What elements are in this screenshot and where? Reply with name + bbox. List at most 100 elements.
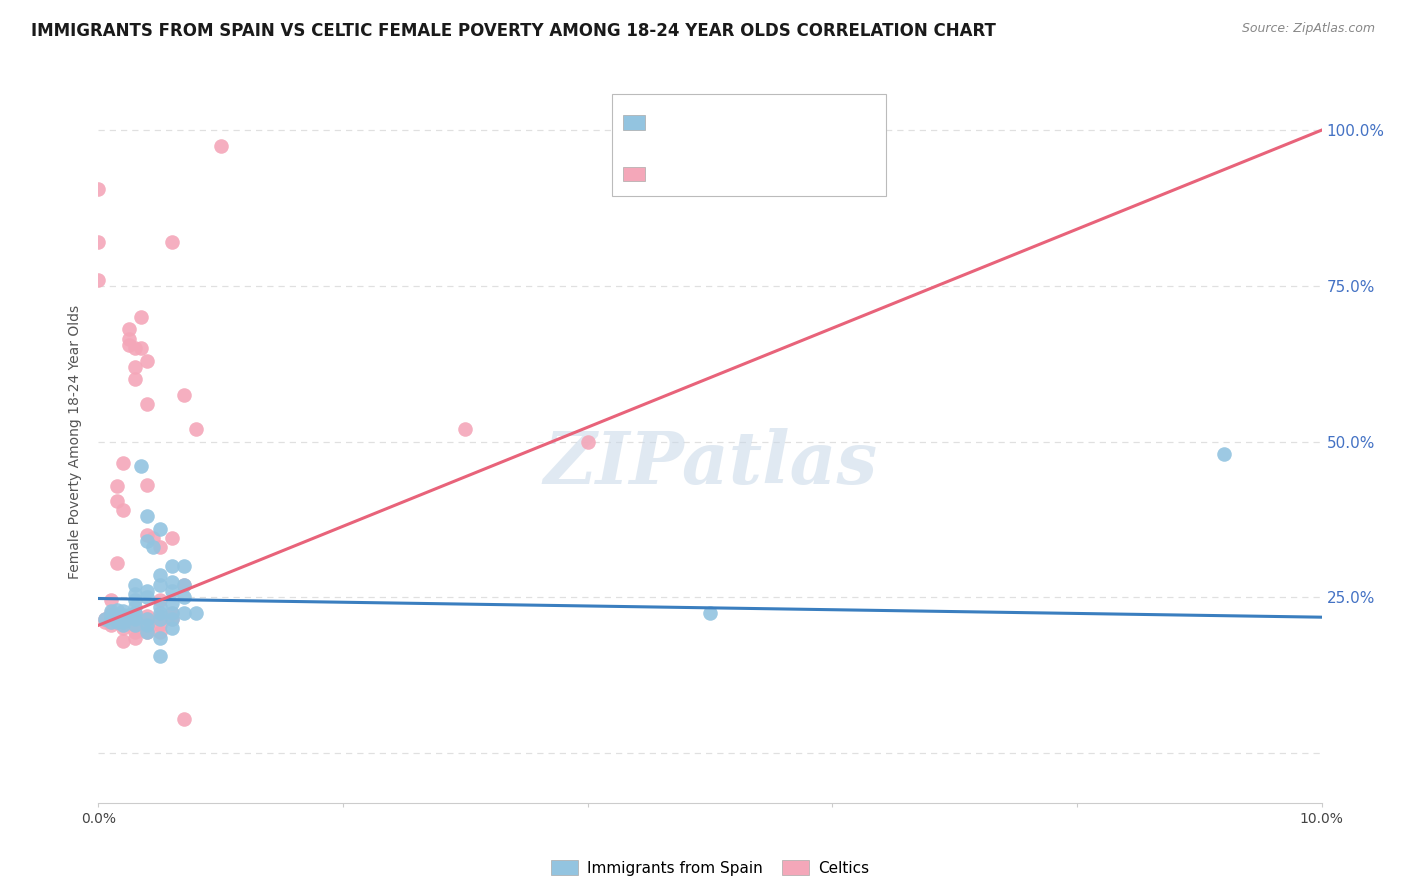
Point <box>100 615 122 630</box>
Point <box>105 479 128 493</box>
Text: Source: ZipAtlas.com: Source: ZipAtlas.com <box>1241 22 1375 36</box>
Point <box>160 597 183 611</box>
Legend: Immigrants from Spain, Celtics: Immigrants from Spain, Celtics <box>544 854 876 882</box>
Point <box>124 578 146 592</box>
Point <box>105 615 128 630</box>
Point <box>186 606 208 620</box>
Point <box>105 609 128 624</box>
Point <box>129 459 152 474</box>
Point <box>173 388 195 402</box>
Point <box>160 531 183 545</box>
Point <box>111 612 134 626</box>
Point <box>124 618 146 632</box>
Point <box>1212 447 1234 461</box>
Point <box>160 559 183 574</box>
Point <box>173 578 195 592</box>
Point <box>454 422 477 436</box>
Point <box>173 559 195 574</box>
Text: R = -0.071   N = 52: R = -0.071 N = 52 <box>654 113 831 131</box>
Point <box>149 609 172 624</box>
Point <box>160 606 183 620</box>
Point <box>149 578 172 592</box>
Y-axis label: Female Poverty Among 18-24 Year Olds: Female Poverty Among 18-24 Year Olds <box>69 304 83 579</box>
Point <box>136 618 159 632</box>
Point <box>149 618 172 632</box>
Point <box>124 372 146 386</box>
Point <box>136 478 159 492</box>
Point <box>149 541 172 555</box>
Point <box>136 353 159 368</box>
Point <box>160 235 183 250</box>
Point <box>118 322 141 336</box>
Point <box>124 593 146 607</box>
Point <box>136 397 159 411</box>
Point <box>699 606 721 620</box>
Point <box>160 584 183 599</box>
Point <box>100 606 122 620</box>
Point <box>149 606 172 620</box>
Point <box>118 338 141 352</box>
Point <box>186 422 208 436</box>
Point <box>160 612 183 626</box>
Point <box>111 615 134 630</box>
Point <box>124 599 146 614</box>
Point <box>160 612 183 626</box>
Point <box>136 612 159 626</box>
Text: R =  0.484   N = 60: R = 0.484 N = 60 <box>654 165 830 183</box>
Point <box>111 610 134 624</box>
Point <box>100 615 122 630</box>
Point <box>105 607 128 622</box>
Point <box>173 578 195 592</box>
Point <box>173 712 195 726</box>
Point <box>136 624 159 639</box>
Point <box>160 574 183 589</box>
Point <box>149 599 172 614</box>
Point <box>149 624 172 639</box>
Point <box>576 434 599 449</box>
Point <box>173 606 195 620</box>
Point <box>149 649 172 664</box>
Point <box>118 332 141 346</box>
Point <box>111 618 134 632</box>
Point <box>118 607 141 622</box>
Point <box>149 631 172 645</box>
Point <box>136 509 159 524</box>
Point <box>100 610 122 624</box>
Point <box>124 618 146 632</box>
Text: IMMIGRANTS FROM SPAIN VS CELTIC FEMALE POVERTY AMONG 18-24 YEAR OLDS CORRELATION: IMMIGRANTS FROM SPAIN VS CELTIC FEMALE P… <box>31 22 995 40</box>
Point <box>136 528 159 542</box>
Point <box>136 624 159 639</box>
Point <box>124 612 146 626</box>
Point <box>136 584 159 599</box>
Point <box>149 522 172 536</box>
Point <box>100 610 122 624</box>
Point <box>111 604 134 618</box>
Point <box>93 612 115 626</box>
Point <box>160 621 183 635</box>
Point <box>209 138 232 153</box>
Point <box>87 182 110 196</box>
Point <box>105 556 128 570</box>
Point <box>100 604 122 618</box>
Point <box>136 534 159 549</box>
Point <box>111 607 134 622</box>
Point <box>142 531 165 545</box>
Point <box>136 612 159 626</box>
Point <box>124 341 146 355</box>
Point <box>100 607 122 622</box>
Point <box>124 587 146 601</box>
Point <box>105 615 128 630</box>
Point <box>124 359 146 374</box>
Point <box>173 591 195 605</box>
Point <box>149 593 172 607</box>
Point <box>142 541 165 555</box>
Point <box>111 615 134 630</box>
Point <box>124 612 146 626</box>
Point <box>111 609 134 624</box>
Point <box>100 593 122 607</box>
Point <box>124 606 146 620</box>
Point <box>93 612 115 626</box>
Point <box>136 618 159 632</box>
Point <box>149 612 172 626</box>
Point <box>93 615 115 630</box>
